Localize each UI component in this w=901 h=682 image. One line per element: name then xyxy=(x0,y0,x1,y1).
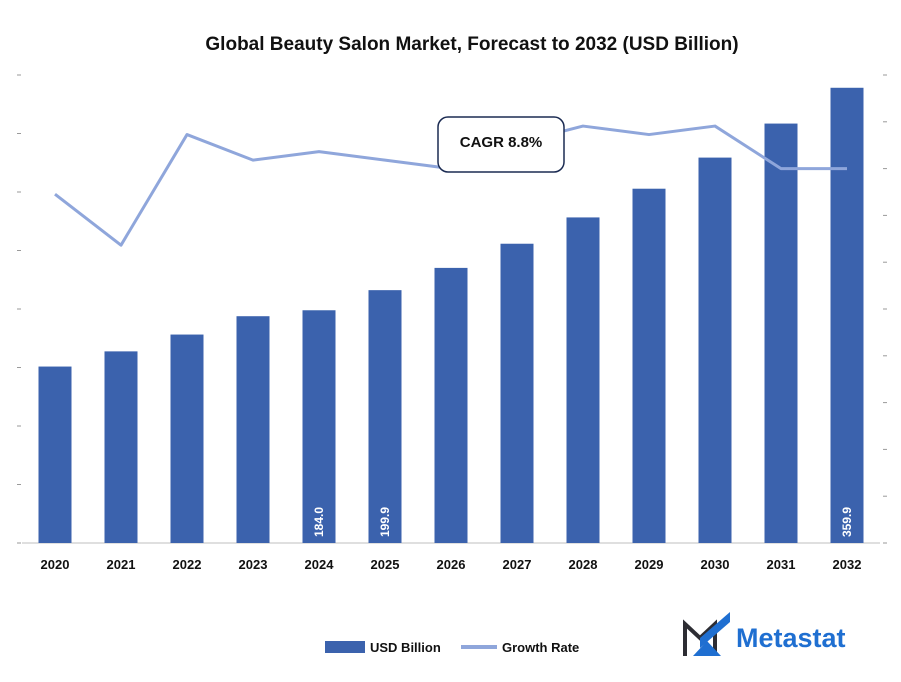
x-tick-2024: 2024 xyxy=(305,557,335,572)
bar-2027 xyxy=(500,243,534,543)
left-y-axis xyxy=(17,74,21,544)
metastat-logo: Metastat xyxy=(683,612,846,656)
cagr-box xyxy=(437,116,565,173)
bar-2029 xyxy=(632,188,666,543)
bar-2025 xyxy=(368,290,402,543)
x-tick-2021: 2021 xyxy=(107,557,136,572)
x-tick-2020: 2020 xyxy=(41,557,70,572)
x-axis-tick-labels: 2020 2021 2022 2023 2024 2025 2026 2027 2028 2029… xyxy=(41,557,862,572)
x-tick-2029: 2029 xyxy=(635,557,664,572)
bar-label-2024: 184.0 xyxy=(312,507,326,537)
x-tick-2022: 2022 xyxy=(173,557,202,572)
logo-wordmark: Metastat xyxy=(736,623,846,653)
chart-title: Global Beauty Salon Market, Forecast to … xyxy=(205,34,738,55)
bar-2031 xyxy=(764,123,798,544)
legend-line-label: Growth Rate xyxy=(502,640,579,655)
x-tick-2025: 2025 xyxy=(371,557,400,572)
bar-2022 xyxy=(170,334,204,543)
logo-mark-icon xyxy=(683,612,730,656)
x-tick-2031: 2031 xyxy=(767,557,796,572)
bar-2021 xyxy=(104,351,138,543)
bar-2028 xyxy=(566,217,600,544)
bar-2026 xyxy=(434,267,468,543)
legend-bar-swatch xyxy=(325,641,365,653)
x-tick-2023: 2023 xyxy=(239,557,268,572)
x-tick-2027: 2027 xyxy=(503,557,532,572)
bar-2023 xyxy=(236,316,270,543)
x-tick-2028: 2028 xyxy=(569,557,598,572)
bar-2032 xyxy=(830,87,864,543)
x-tick-2030: 2030 xyxy=(701,557,730,572)
x-tick-2026: 2026 xyxy=(437,557,466,572)
x-tick-2032: 2032 xyxy=(833,557,862,572)
bar-2020 xyxy=(38,366,72,543)
legend: USD Billion Growth Rate xyxy=(325,640,579,655)
bar-series xyxy=(38,87,864,544)
bar-label-2032: 359.9 xyxy=(840,507,854,537)
right-y-axis xyxy=(883,74,887,544)
cagr-annotation: CAGR 8.8% xyxy=(437,116,565,173)
bar-2024 xyxy=(302,310,336,543)
cagr-label: CAGR 8.8% xyxy=(460,134,543,151)
bar-2030 xyxy=(698,157,732,543)
legend-bar-label: USD Billion xyxy=(370,640,441,655)
bar-label-2025: 199.9 xyxy=(378,507,392,537)
bar-data-labels: 184.0 199.9 359.9 xyxy=(312,507,854,537)
